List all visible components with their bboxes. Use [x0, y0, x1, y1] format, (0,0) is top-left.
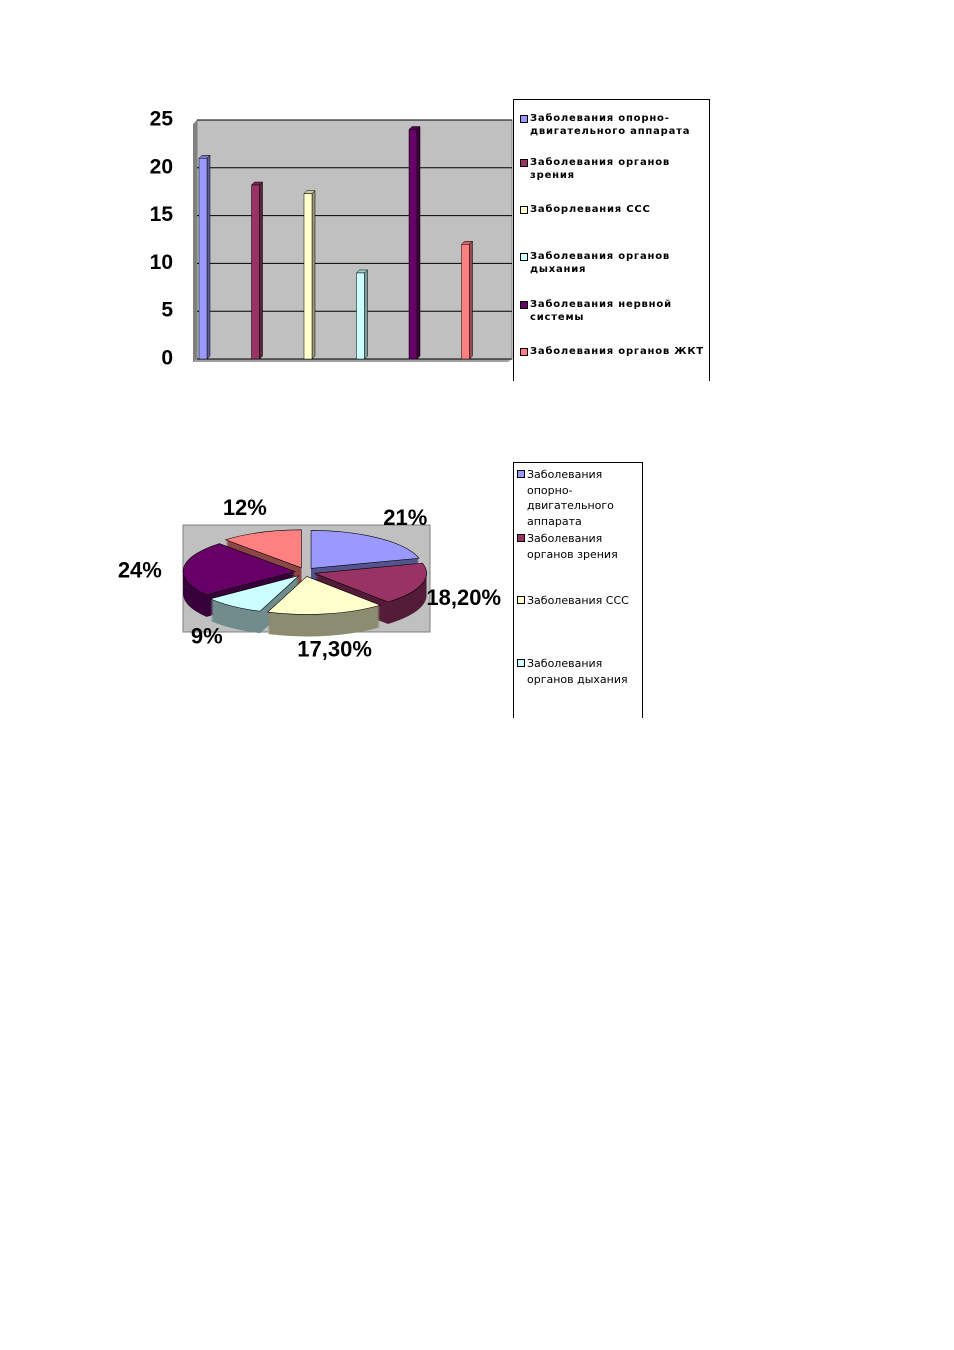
plot-area — [196, 119, 513, 360]
legend: Заболевания опорно-двигательного аппарат… — [513, 462, 643, 718]
legend-label: Заболевания опорно-двигательного аппарат… — [527, 468, 614, 528]
bar-side — [364, 269, 368, 360]
legend-item: Заборлевания ССС — [520, 203, 705, 216]
legend-item: Заболевания органов зрения — [517, 531, 641, 562]
legend-label: Заболевания опорно-двигательного аппарат… — [530, 113, 691, 137]
legend-label: Заболевания нервной системы — [530, 299, 672, 323]
legend-item: Заболевания органов ЖКТ — [520, 345, 705, 358]
legend-item: Заболевания нервной системы — [520, 298, 705, 324]
legend-label: Заболевания органов дыхания — [530, 251, 671, 275]
y-tick-label: 0 — [161, 347, 173, 370]
legend-item: Заболевания органов дыхания — [517, 656, 641, 687]
legend-swatch — [520, 206, 528, 214]
bar — [356, 272, 365, 360]
bar-side — [311, 190, 316, 360]
data-label: 9% — [191, 623, 223, 648]
legend-item: Заболевания опорно-двигательного аппарат… — [517, 467, 641, 529]
y-tick-label: 15 — [150, 203, 174, 226]
slice — [310, 530, 420, 569]
legend-swatch — [520, 348, 528, 356]
bar-side — [259, 181, 263, 360]
legend-item: Заболевания ССС — [517, 593, 641, 609]
bar — [303, 193, 313, 360]
legend-swatch — [520, 253, 528, 261]
wall-side — [193, 120, 197, 362]
legend-label: Заболевания ССС — [527, 594, 629, 607]
slice — [224, 529, 302, 569]
legend-label: Заборлевания ССС — [530, 204, 651, 215]
legend-label: Заболевания органов дыхания — [527, 657, 628, 686]
bar — [408, 129, 418, 360]
legend-label: Заболевания органов ЖКТ — [530, 346, 704, 357]
legend-swatch — [517, 659, 525, 667]
legend-swatch — [517, 470, 525, 478]
y-tick-label: 10 — [150, 251, 173, 274]
bar-side — [206, 154, 211, 360]
data-label: 17,30% — [297, 637, 372, 662]
bar-side — [416, 125, 421, 360]
data-label: 12% — [223, 495, 267, 520]
legend-swatch — [517, 534, 525, 542]
legend-label: Заболевания органов зрения — [527, 532, 618, 561]
legend-item: Заболевания органов зрения — [520, 156, 705, 182]
y-tick-label: 20 — [150, 155, 173, 178]
y-tick-label: 25 — [150, 108, 174, 131]
data-label: 21% — [383, 505, 427, 530]
bar — [461, 244, 470, 360]
floor — [193, 359, 512, 362]
legend-swatch — [520, 115, 528, 123]
bar — [198, 157, 208, 360]
slice — [209, 575, 300, 612]
legend-swatch — [520, 159, 528, 167]
slice — [314, 562, 427, 603]
legend-swatch — [520, 301, 528, 309]
slice — [182, 543, 297, 596]
bar — [251, 184, 260, 360]
legend-swatch — [517, 596, 525, 604]
data-label: 24% — [118, 558, 162, 583]
slice — [267, 576, 382, 615]
legend-label: Заболевания органов зрения — [530, 157, 671, 181]
y-tick-label: 5 — [161, 299, 173, 322]
legend-item: Заболевания опорно-двигательного аппарат… — [520, 112, 705, 138]
bar-side — [469, 240, 473, 360]
legend-item: Заболевания органов дыхания — [520, 250, 705, 276]
legend: Заболевания опорно-двигательного аппарат… — [513, 99, 710, 381]
data-label: 18,20% — [426, 585, 501, 610]
